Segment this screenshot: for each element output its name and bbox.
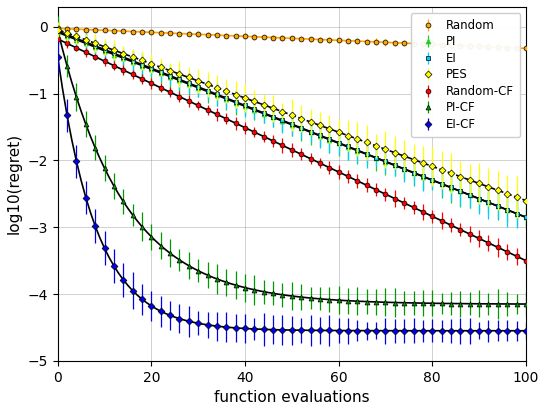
Legend: Random, PI, EI, PES, Random-CF, PI-CF, EI-CF: Random, PI, EI, PES, Random-CF, PI-CF, E…	[411, 13, 520, 137]
X-axis label: function evaluations: function evaluations	[214, 390, 370, 405]
Y-axis label: log10(regret): log10(regret)	[7, 133, 22, 234]
